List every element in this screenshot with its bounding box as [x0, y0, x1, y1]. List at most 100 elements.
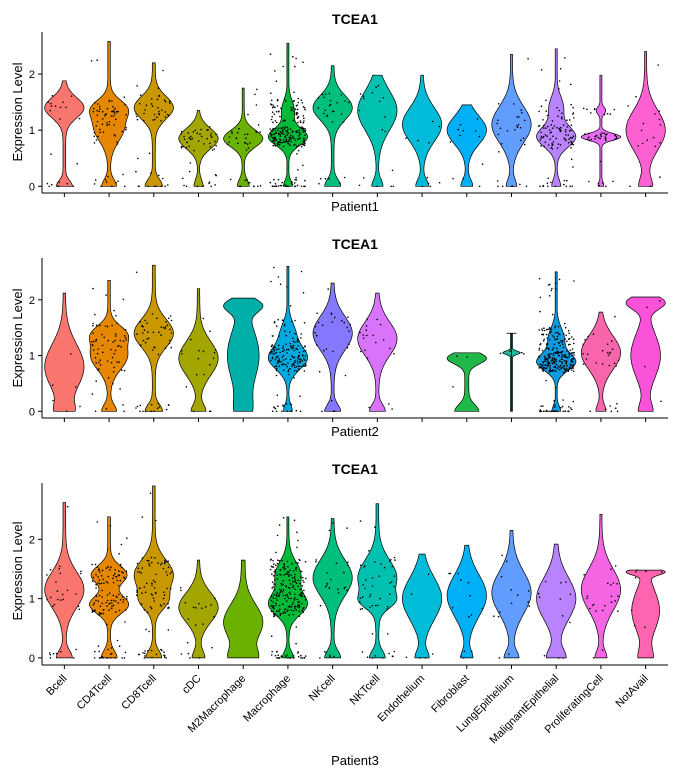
- data-point: [421, 185, 424, 188]
- data-point: [287, 586, 290, 589]
- data-point: [277, 355, 279, 357]
- data-point: [567, 343, 570, 346]
- data-point: [52, 652, 55, 655]
- data-point: [158, 331, 160, 334]
- data-point: [291, 181, 293, 183]
- data-point: [290, 606, 293, 608]
- data-point: [539, 366, 542, 368]
- data-point: [292, 363, 295, 366]
- data-point: [554, 404, 556, 407]
- data-point: [563, 355, 565, 357]
- data-point: [289, 583, 292, 585]
- data-point: [112, 106, 114, 108]
- data-point: [99, 131, 101, 133]
- data-point: [379, 597, 381, 600]
- data-point: [616, 583, 618, 585]
- data-point: [288, 573, 290, 576]
- data-point: [544, 356, 547, 359]
- data-point: [114, 657, 116, 659]
- violin-MalignantEpithelial: [536, 543, 577, 659]
- data-point: [144, 319, 146, 322]
- data-point: [272, 144, 275, 147]
- data-point: [281, 591, 284, 593]
- data-point: [294, 332, 296, 335]
- data-point: [269, 559, 272, 561]
- data-point: [611, 340, 613, 342]
- data-point: [278, 610, 280, 612]
- data-point: [271, 595, 273, 598]
- data-point: [206, 137, 208, 140]
- data-point: [299, 594, 302, 596]
- data-point: [371, 604, 374, 607]
- data-point: [293, 110, 295, 112]
- data-point: [427, 182, 430, 185]
- data-point: [301, 102, 304, 104]
- data-point: [604, 408, 607, 411]
- data-point: [183, 135, 185, 138]
- data-point: [141, 592, 143, 594]
- data-point: [547, 357, 550, 359]
- data-point: [658, 118, 661, 121]
- data-point: [391, 408, 393, 410]
- data-point: [282, 354, 285, 357]
- data-point: [275, 369, 278, 372]
- data-point: [151, 313, 154, 315]
- data-point: [342, 121, 345, 123]
- data-point: [616, 403, 618, 405]
- data-point: [272, 353, 274, 355]
- data-point: [343, 176, 346, 179]
- data-point: [294, 607, 296, 610]
- data-point: [116, 639, 119, 642]
- data-point: [572, 106, 574, 109]
- data-point: [285, 600, 288, 602]
- violin-Fibroblast: [446, 352, 487, 412]
- data-point: [296, 138, 299, 140]
- data-point: [554, 326, 556, 329]
- data-point: [563, 137, 566, 139]
- data-point: [276, 362, 279, 365]
- data-point: [296, 605, 299, 608]
- data-point: [201, 607, 203, 609]
- data-point: [362, 584, 364, 586]
- violin-M2Macrophage: [223, 297, 264, 412]
- data-point: [298, 610, 301, 613]
- data-point: [141, 557, 144, 559]
- data-point: [100, 575, 103, 577]
- data-point: [273, 349, 276, 352]
- data-point: [209, 330, 211, 333]
- data-point: [283, 369, 285, 371]
- data-point: [554, 365, 556, 368]
- data-point: [302, 291, 305, 294]
- data-point: [106, 360, 109, 362]
- data-point: [323, 112, 325, 115]
- data-point: [599, 137, 601, 140]
- data-point: [449, 141, 452, 143]
- data-point: [410, 593, 413, 595]
- data-point: [467, 581, 470, 584]
- data-point: [272, 610, 274, 613]
- data-point: [606, 343, 609, 346]
- data-point: [297, 539, 299, 542]
- data-point: [558, 127, 560, 130]
- data-point: [292, 580, 294, 583]
- data-point: [93, 657, 96, 659]
- data-point: [304, 599, 307, 601]
- y-tick-label: 2: [29, 534, 35, 546]
- data-point: [180, 147, 183, 149]
- data-point: [98, 611, 101, 614]
- data-point: [375, 86, 377, 88]
- data-point: [100, 185, 102, 188]
- data-point: [610, 410, 613, 413]
- data-point: [541, 329, 544, 332]
- data-point: [556, 410, 559, 413]
- data-point: [126, 537, 128, 539]
- violin-NKcell: [312, 282, 353, 412]
- data-point: [115, 575, 117, 578]
- data-point: [541, 333, 543, 336]
- data-point: [548, 328, 551, 330]
- data-point: [228, 141, 230, 144]
- data-point: [570, 140, 572, 143]
- data-point: [384, 130, 387, 133]
- data-point: [361, 607, 364, 610]
- data-point: [189, 162, 192, 164]
